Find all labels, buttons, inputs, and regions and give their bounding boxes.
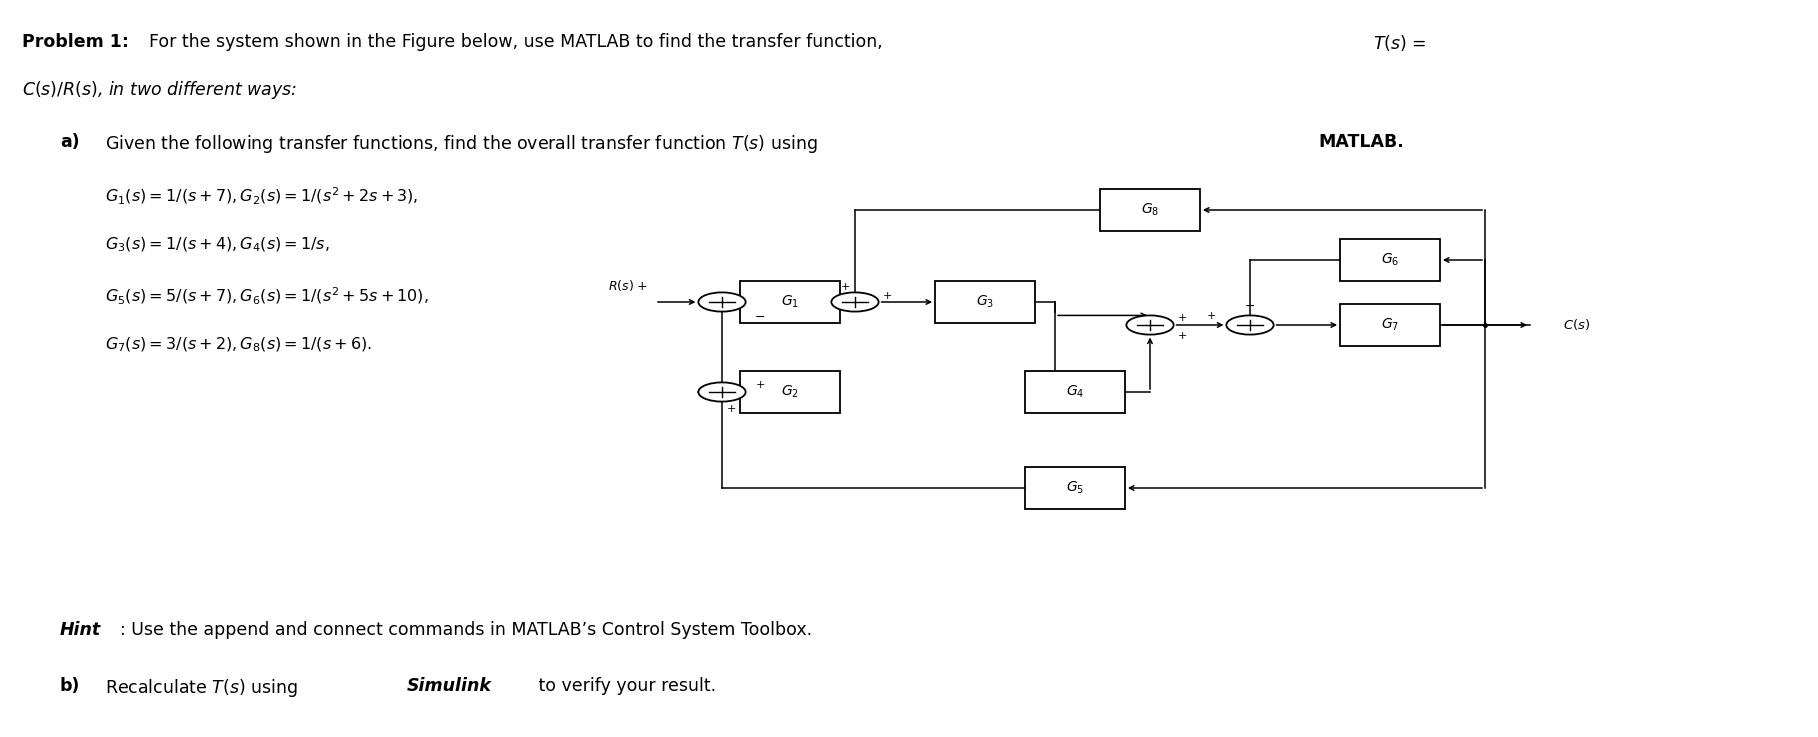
Text: +: + <box>727 404 736 414</box>
Text: −: − <box>1245 300 1254 313</box>
Text: Problem 1:: Problem 1: <box>22 33 129 51</box>
Text: $G_8$: $G_8$ <box>1142 202 1160 218</box>
Text: MATLAB.: MATLAB. <box>1318 133 1403 150</box>
Text: $G_3(s) = 1/(s + 4), G_4(s) = 1/s,$: $G_3(s) = 1/(s + 4), G_4(s) = 1/s,$ <box>105 236 331 254</box>
Text: +: + <box>1178 312 1187 323</box>
Text: $G_1(s) = 1/(s + 7), G_2(s) = 1/(s^2 + 2s + 3),$: $G_1(s) = 1/(s + 7), G_2(s) = 1/(s^2 + 2… <box>105 186 418 207</box>
Text: to verify your result.: to verify your result. <box>533 677 716 694</box>
Circle shape <box>1127 315 1174 335</box>
Circle shape <box>1227 315 1274 335</box>
Text: +: + <box>1178 331 1187 341</box>
Circle shape <box>698 293 745 312</box>
Text: a): a) <box>60 133 80 150</box>
Text: $G_1$: $G_1$ <box>782 294 798 310</box>
Text: −: − <box>754 311 765 324</box>
Text: +: + <box>1207 311 1216 321</box>
Text: $G_5(s) = 5/(s + 7), G_6(s) = 1/(s^2 + 5s + 10),$: $G_5(s) = 5/(s + 7), G_6(s) = 1/(s^2 + 5… <box>105 286 429 307</box>
Text: $T(s)$ =: $T(s)$ = <box>1373 33 1425 53</box>
Circle shape <box>831 293 878 312</box>
Text: Hint: Hint <box>60 621 102 638</box>
Text: $G_3$: $G_3$ <box>976 294 994 310</box>
Text: $C(s)$: $C(s)$ <box>1563 318 1591 332</box>
Bar <box>1100 189 1200 231</box>
Text: $G_7$: $G_7$ <box>1382 317 1400 333</box>
Text: $R(s)$ +: $R(s)$ + <box>607 279 647 293</box>
Text: : Use the append and connect commands in MATLAB’s Control System Toolbox.: : Use the append and connect commands in… <box>120 621 813 638</box>
Bar <box>740 371 840 413</box>
Bar <box>1025 371 1125 413</box>
Text: $G_4$: $G_4$ <box>1065 384 1084 400</box>
Bar <box>934 281 1034 324</box>
Bar <box>1025 467 1125 509</box>
Text: $C(s)/R(s)$, in two different ways:: $C(s)/R(s)$, in two different ways: <box>22 79 296 101</box>
Text: $G_5$: $G_5$ <box>1065 480 1084 496</box>
Text: +: + <box>756 380 765 390</box>
Circle shape <box>698 383 745 402</box>
Text: $G_7(s) = 3/(s + 2), G_8(s) = 1/(s + 6).$: $G_7(s) = 3/(s + 2), G_8(s) = 1/(s + 6).… <box>105 336 373 354</box>
Text: +: + <box>884 291 893 301</box>
Bar <box>740 281 840 324</box>
Text: $G_6$: $G_6$ <box>1382 252 1400 268</box>
Text: $G_2$: $G_2$ <box>782 384 798 400</box>
Text: Simulink: Simulink <box>407 677 493 694</box>
Text: For the system shown in the Figure below, use MATLAB to find the transfer functi: For the system shown in the Figure below… <box>149 33 889 51</box>
Text: Given the following transfer functions, find the overall transfer function $T(s): Given the following transfer functions, … <box>105 133 820 155</box>
Text: +: + <box>842 282 851 292</box>
Text: b): b) <box>60 677 80 694</box>
Bar <box>1340 239 1440 282</box>
Text: Recalculate $T(s)$ using: Recalculate $T(s)$ using <box>105 677 300 699</box>
Bar <box>1340 304 1440 346</box>
